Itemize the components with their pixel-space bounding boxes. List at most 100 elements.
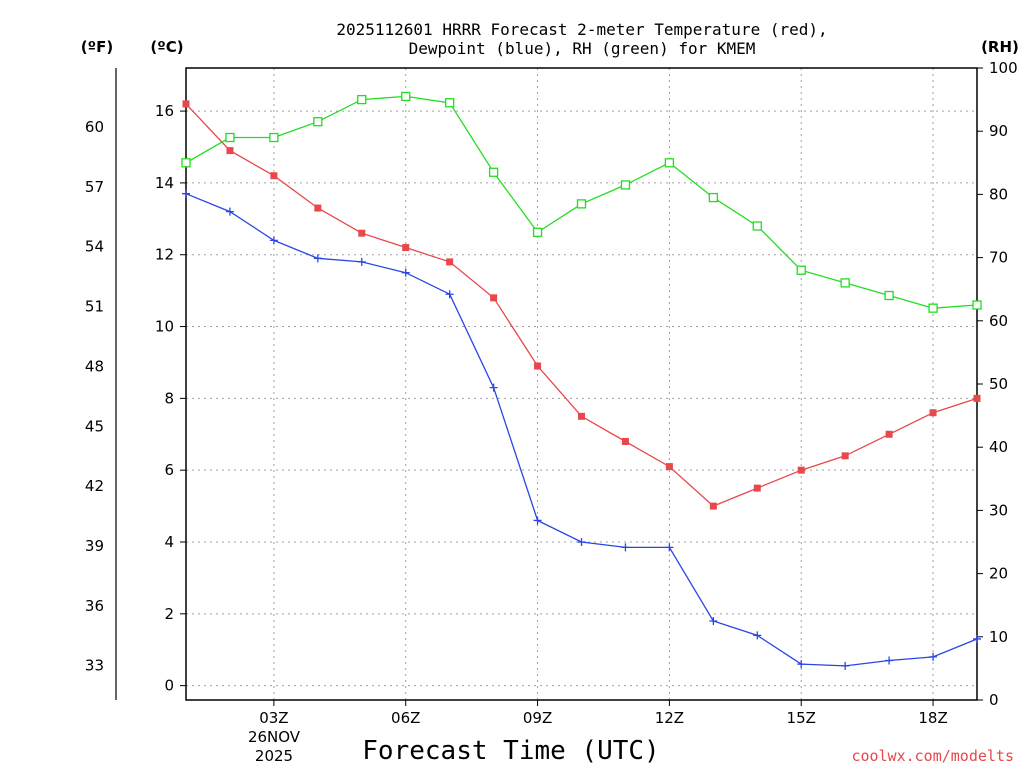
dewpoint-point [665, 543, 674, 552]
dewpoint-point [885, 656, 894, 665]
celsius-tick-label: 14 [155, 174, 174, 192]
chart-title-line2: Dewpoint (blue), RH (green) for KMEM [409, 39, 756, 58]
dewpoint-point [489, 383, 498, 392]
x-tick-label: 12Z [655, 709, 684, 727]
temperature-point [534, 362, 542, 370]
temperature-point [753, 484, 761, 492]
rh-unit-label: (RH) [981, 38, 1019, 56]
rh-series [181, 91, 982, 313]
celsius-tick-label: 4 [164, 533, 174, 551]
rh-tick-label: 10 [989, 628, 1008, 646]
gridlines [186, 68, 977, 700]
dewpoint-point [621, 543, 630, 552]
rh-tick-label: 90 [989, 122, 1008, 140]
celsius-tick-label: 16 [155, 102, 174, 120]
celsius-tick-label: 10 [155, 318, 174, 336]
temperature-line [185, 103, 978, 507]
data-series [181, 91, 982, 670]
rh-point [532, 227, 543, 237]
dewpoint-point [225, 207, 234, 216]
x-tick-label: 03Z [259, 709, 288, 727]
temperature-point [226, 147, 234, 155]
celsius-tick-label: 8 [164, 389, 174, 407]
temperature-point [270, 172, 278, 180]
celsius-tick-label: 12 [155, 246, 174, 264]
rh-point [576, 199, 587, 209]
fahrenheit-tick-label: 36 [85, 597, 104, 615]
rh-point [401, 91, 411, 102]
dewpoint-point [445, 290, 454, 299]
x-tick-label: 18Z [918, 709, 947, 727]
fahrenheit-tick-label: 45 [85, 417, 104, 435]
fahrenheit-tick-label: 33 [85, 657, 104, 675]
fahrenheit-tick-label: 60 [85, 118, 104, 136]
fahrenheit-tick-label: 51 [85, 298, 104, 316]
rh-point [796, 265, 806, 275]
x-tick-label: 15Z [787, 709, 816, 727]
dewpoint-point [533, 516, 542, 525]
temperature-point [358, 229, 366, 237]
dewpoint-point [797, 660, 806, 669]
rh-tick-label: 70 [989, 249, 1008, 267]
dewpoint-point [577, 538, 586, 546]
rh-point [357, 94, 367, 105]
dewpoint-point [401, 268, 410, 277]
rh-point [313, 117, 323, 127]
temperature-point [182, 100, 190, 108]
rh-point [488, 167, 499, 177]
celsius-tick-label: 0 [164, 677, 174, 695]
temperature-point [621, 437, 629, 445]
fahrenheit-tick-label: 39 [85, 537, 104, 555]
temperature-point [929, 409, 937, 417]
rh-point [884, 290, 894, 301]
rh-tick-label: 80 [989, 185, 1008, 203]
rh-point [225, 132, 235, 143]
rh-point [664, 158, 675, 168]
rh-tick-label: 50 [989, 375, 1008, 393]
fahrenheit-tick-label: 57 [85, 178, 104, 196]
x-tick-label: 06Z [391, 709, 420, 727]
dewpoint-point [929, 652, 938, 661]
dewpoint-point [841, 661, 850, 670]
rh-tick-label: 40 [989, 438, 1008, 456]
temperature-series [182, 100, 981, 510]
axes [115, 67, 983, 706]
temperature-point [446, 258, 454, 266]
temperature-point [402, 244, 410, 252]
dewpoint-point [753, 631, 762, 640]
chart-title-line1: 2025112601 HRRR Forecast 2-meter Tempera… [336, 20, 827, 39]
temperature-point [578, 412, 585, 420]
rh-tick-label: 60 [989, 312, 1008, 330]
rh-point [840, 278, 850, 288]
dewpoint-point [182, 189, 190, 198]
dewpoint-point [973, 634, 981, 643]
credit-link[interactable]: coolwx.com/modelts [851, 747, 1014, 765]
rh-point [972, 300, 982, 310]
date-label-day: 26NOV [248, 728, 301, 746]
dewpoint-point [313, 254, 322, 263]
date-label-year: 2025 [255, 747, 293, 765]
rh-point [445, 98, 455, 108]
temperature-point [709, 502, 717, 510]
celsius-tick-label: 2 [164, 605, 174, 623]
temperature-point [665, 463, 673, 471]
rh-tick-label: 20 [989, 565, 1008, 583]
celsius-tick-label: 6 [164, 461, 174, 479]
rh-point [620, 180, 631, 190]
fahrenheit-tick-label: 54 [85, 238, 104, 256]
x-axis-title: Forecast Time (UTC) [362, 736, 659, 766]
temperature-point [973, 394, 981, 402]
plot-frame [185, 67, 978, 701]
rh-point [752, 221, 762, 231]
temperature-point [841, 452, 849, 460]
temperature-point [797, 466, 805, 474]
rh-tick-label: 100 [989, 59, 1018, 77]
temperature-point [885, 430, 893, 438]
rh-tick-label: 30 [989, 501, 1008, 519]
rh-point [708, 192, 718, 203]
rh-point [181, 158, 191, 168]
dewpoint-point [357, 257, 366, 266]
fahrenheit-unit-label: (ºF) [81, 38, 113, 56]
dewpoint-point [269, 236, 278, 245]
